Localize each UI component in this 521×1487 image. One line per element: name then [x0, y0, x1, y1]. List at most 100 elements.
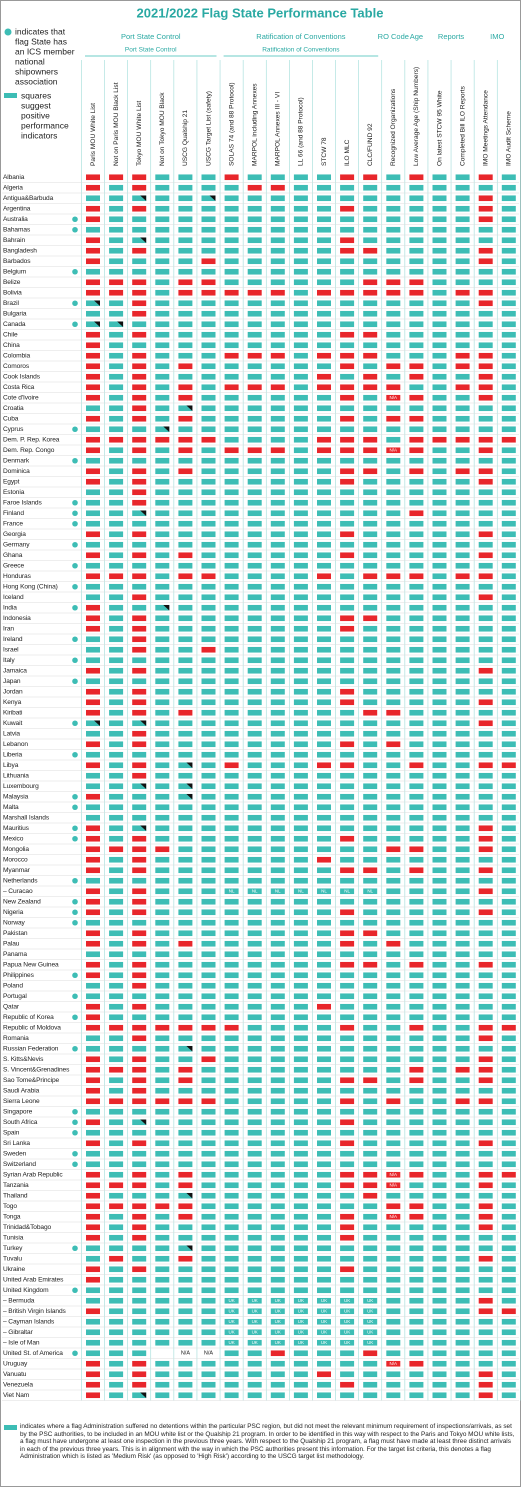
indicator-square [363, 919, 378, 926]
indicator-square [155, 1066, 170, 1073]
indicator-square [155, 720, 170, 727]
country-name: Jordan [3, 689, 23, 696]
indicator-square [132, 1150, 147, 1157]
indicator-square [293, 1192, 308, 1199]
country-name: Argentina [3, 206, 31, 213]
country-name: Bahamas [3, 227, 31, 234]
ics-icon [72, 1350, 78, 1357]
indicator-square [155, 1371, 170, 1378]
indicator-square [386, 1098, 401, 1105]
country-name: Latvia [3, 731, 20, 738]
indicator-square [178, 205, 193, 212]
column-header: Tokyo MOU White List [136, 101, 143, 166]
legend-text: indicators [21, 130, 57, 140]
country-name: – Bermuda [3, 1298, 35, 1305]
indicator-square [109, 772, 124, 779]
indicator-square [293, 510, 308, 517]
indicator-square [293, 993, 308, 1000]
indicator-square [178, 772, 193, 779]
indicator-square [247, 562, 262, 569]
indicator-square [270, 247, 285, 254]
indicator-square [178, 741, 193, 748]
country-name: Australia [3, 216, 28, 223]
indicator-square [155, 604, 170, 611]
indicator-square [247, 1213, 262, 1220]
indicator-square [224, 520, 239, 527]
indicator-square [340, 352, 355, 359]
indicator-square [340, 1150, 355, 1157]
indicator-square [178, 646, 193, 653]
indicator-square [201, 468, 216, 475]
indicator-square [86, 1003, 100, 1010]
medium-flag [140, 195, 147, 202]
indicator-square [86, 279, 100, 286]
indicator-square [478, 783, 493, 790]
indicator-square [455, 384, 470, 391]
indicator-square [501, 1224, 516, 1231]
indicator-square [109, 678, 124, 685]
indicator-square [293, 1392, 308, 1399]
indicator-square [478, 384, 493, 391]
indicator-square [201, 615, 216, 622]
indicator-square [155, 814, 170, 821]
indicator-square [363, 793, 378, 800]
indicator-square [109, 1276, 124, 1283]
indicator-square [155, 1119, 170, 1126]
indicator-square [247, 426, 262, 433]
indicator-square [455, 237, 470, 244]
indicator-square [293, 825, 308, 832]
indicator-square [386, 1245, 401, 1252]
indicator-square [340, 930, 355, 937]
column-header: STCW 78 [321, 137, 328, 166]
indicator-square [270, 1245, 285, 1252]
indicator-square [86, 940, 100, 947]
indicator-square [224, 1392, 239, 1399]
indicator-square [293, 268, 308, 275]
indicator-square [201, 877, 216, 884]
indicator-square [386, 373, 401, 380]
indicator-square [86, 1150, 100, 1157]
indicator-square [409, 289, 424, 296]
indicator-square [455, 898, 470, 905]
indicator-square [501, 1266, 516, 1273]
indicator-square [247, 289, 262, 296]
indicator-square [340, 510, 355, 517]
indicator-square [317, 1203, 331, 1210]
indicator-square [155, 951, 170, 958]
indicator-square [270, 268, 285, 275]
indicator-square [386, 531, 401, 538]
indicator-square [178, 405, 193, 412]
indicator-square [132, 783, 147, 790]
indicator-square [247, 247, 262, 254]
indicator-square [432, 384, 447, 391]
indicator-square [86, 898, 100, 905]
indicator-square [224, 1213, 239, 1220]
indicator-square [386, 1077, 401, 1084]
indicator-square [86, 1024, 100, 1031]
indicator-square [247, 741, 262, 748]
indicator-square [201, 289, 216, 296]
indicator-square [386, 174, 401, 181]
indicator-square [478, 1108, 493, 1115]
indicator-square [293, 636, 308, 643]
indicator-square [155, 1297, 170, 1304]
indicator-square [86, 226, 100, 233]
indicator-square [455, 1077, 470, 1084]
indicator-square [293, 625, 308, 632]
indicator-square [247, 783, 262, 790]
indicator-square [247, 1297, 262, 1304]
indicator-square [317, 594, 331, 601]
indicator-square [363, 678, 378, 685]
indicator-square [155, 562, 170, 569]
indicator-square [178, 1098, 193, 1105]
country-name: Bahrain [3, 237, 25, 244]
indicator-square [132, 289, 147, 296]
indicator-square [293, 762, 308, 769]
indicator-square [317, 1318, 331, 1325]
indicator-square [340, 1182, 355, 1189]
indicator-square [247, 688, 262, 695]
indicator-square [86, 1108, 100, 1115]
column-header: CLC/FUND 92 [367, 123, 374, 166]
indicator-square [201, 1087, 216, 1094]
indicator-square [132, 1276, 147, 1283]
